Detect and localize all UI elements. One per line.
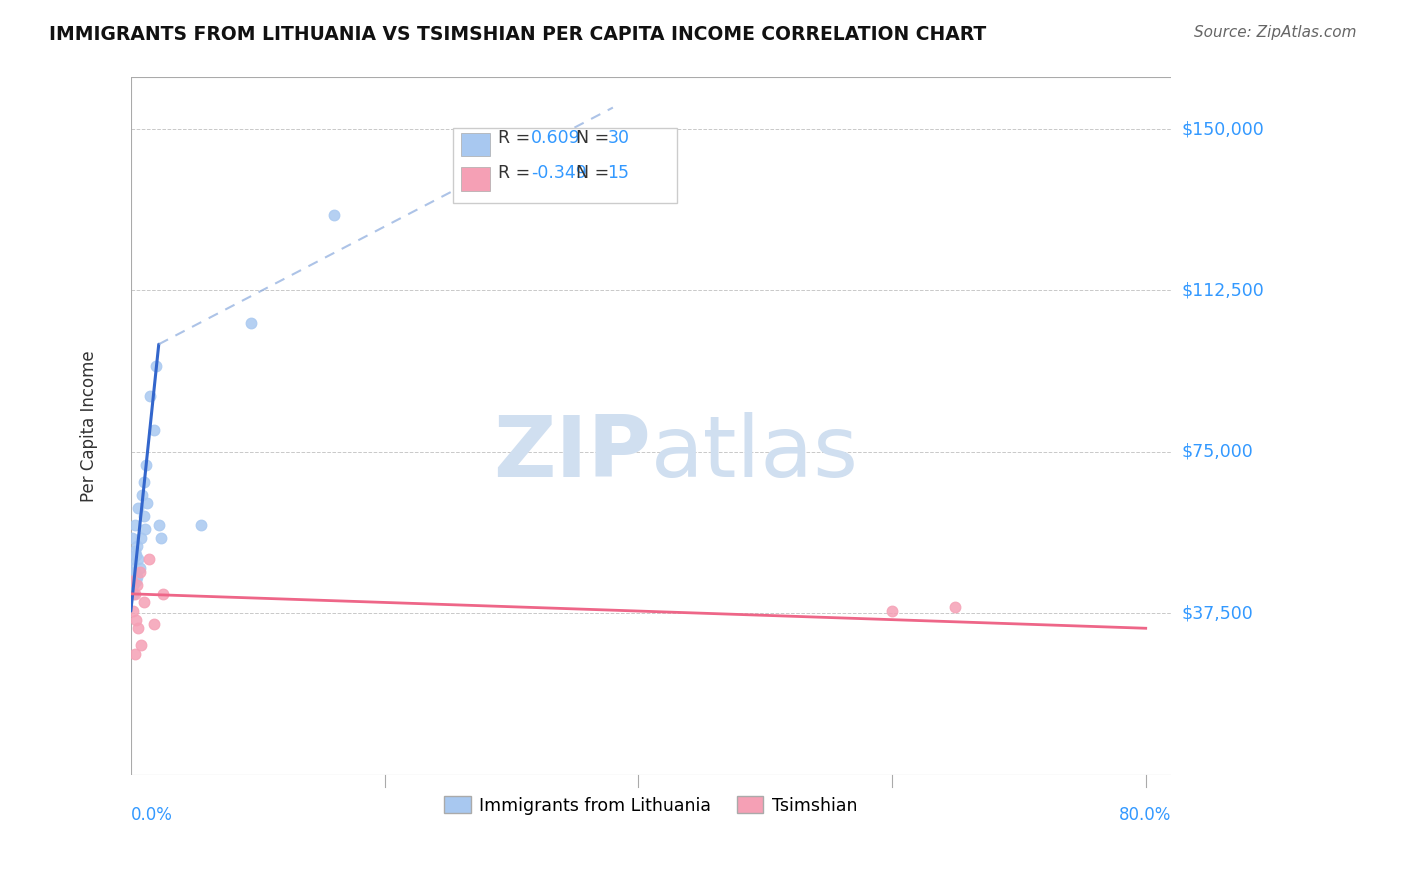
- Point: [127, 578, 149, 592]
- Point: [128, 566, 150, 580]
- FancyBboxPatch shape: [461, 133, 489, 156]
- Point: [124, 543, 146, 558]
- Point: [132, 475, 155, 489]
- Point: [121, 531, 143, 545]
- Point: [139, 389, 162, 403]
- FancyBboxPatch shape: [461, 168, 489, 191]
- Text: 80.0%: 80.0%: [1119, 806, 1171, 824]
- Point: [127, 621, 149, 635]
- Text: 0.609: 0.609: [531, 129, 581, 147]
- Text: Source: ZipAtlas.com: Source: ZipAtlas.com: [1194, 25, 1357, 40]
- Text: Per Capita Income: Per Capita Income: [80, 351, 98, 502]
- Text: 15: 15: [607, 164, 630, 182]
- Text: ZIP: ZIP: [494, 412, 651, 495]
- Text: R =: R =: [498, 164, 536, 182]
- Point: [129, 531, 152, 545]
- Text: $37,500: $37,500: [1181, 604, 1253, 623]
- Point: [142, 423, 165, 437]
- FancyBboxPatch shape: [453, 128, 676, 202]
- Text: IMMIGRANTS FROM LITHUANIA VS TSIMSHIAN PER CAPITA INCOME CORRELATION CHART: IMMIGRANTS FROM LITHUANIA VS TSIMSHIAN P…: [49, 25, 987, 44]
- Point: [122, 578, 145, 592]
- Point: [121, 561, 143, 575]
- Legend: Immigrants from Lithuania, Tsimshian: Immigrants from Lithuania, Tsimshian: [437, 789, 865, 822]
- Point: [131, 488, 153, 502]
- Point: [128, 561, 150, 575]
- Text: atlas: atlas: [651, 412, 859, 495]
- Point: [945, 599, 967, 614]
- Text: N =: N =: [576, 164, 614, 182]
- Text: $112,500: $112,500: [1181, 282, 1264, 300]
- Point: [121, 574, 143, 588]
- Text: N =: N =: [576, 129, 614, 147]
- Point: [124, 587, 146, 601]
- Point: [145, 359, 167, 373]
- Text: R =: R =: [498, 129, 536, 147]
- Text: $150,000: $150,000: [1181, 120, 1264, 138]
- Text: $75,000: $75,000: [1181, 442, 1253, 461]
- Point: [125, 613, 148, 627]
- Point: [134, 522, 156, 536]
- Point: [125, 574, 148, 588]
- Point: [124, 518, 146, 533]
- Point: [150, 531, 173, 545]
- Point: [136, 496, 159, 510]
- Text: 0.0%: 0.0%: [131, 806, 173, 824]
- Point: [132, 509, 155, 524]
- Point: [129, 639, 152, 653]
- Text: 30: 30: [607, 129, 630, 147]
- Point: [190, 518, 212, 533]
- Point: [125, 548, 148, 562]
- Point: [880, 604, 903, 618]
- Point: [152, 587, 174, 601]
- Text: -0.349: -0.349: [531, 164, 588, 182]
- Point: [124, 566, 146, 580]
- Point: [322, 208, 344, 222]
- Point: [142, 617, 165, 632]
- Point: [127, 569, 149, 583]
- Point: [240, 316, 263, 330]
- Point: [138, 552, 160, 566]
- Point: [127, 552, 149, 566]
- Point: [127, 500, 149, 515]
- Point: [148, 518, 170, 533]
- Point: [124, 647, 146, 661]
- Point: [122, 552, 145, 566]
- Point: [122, 604, 145, 618]
- Point: [132, 595, 155, 609]
- Point: [127, 540, 149, 554]
- Point: [122, 587, 145, 601]
- Point: [135, 458, 157, 472]
